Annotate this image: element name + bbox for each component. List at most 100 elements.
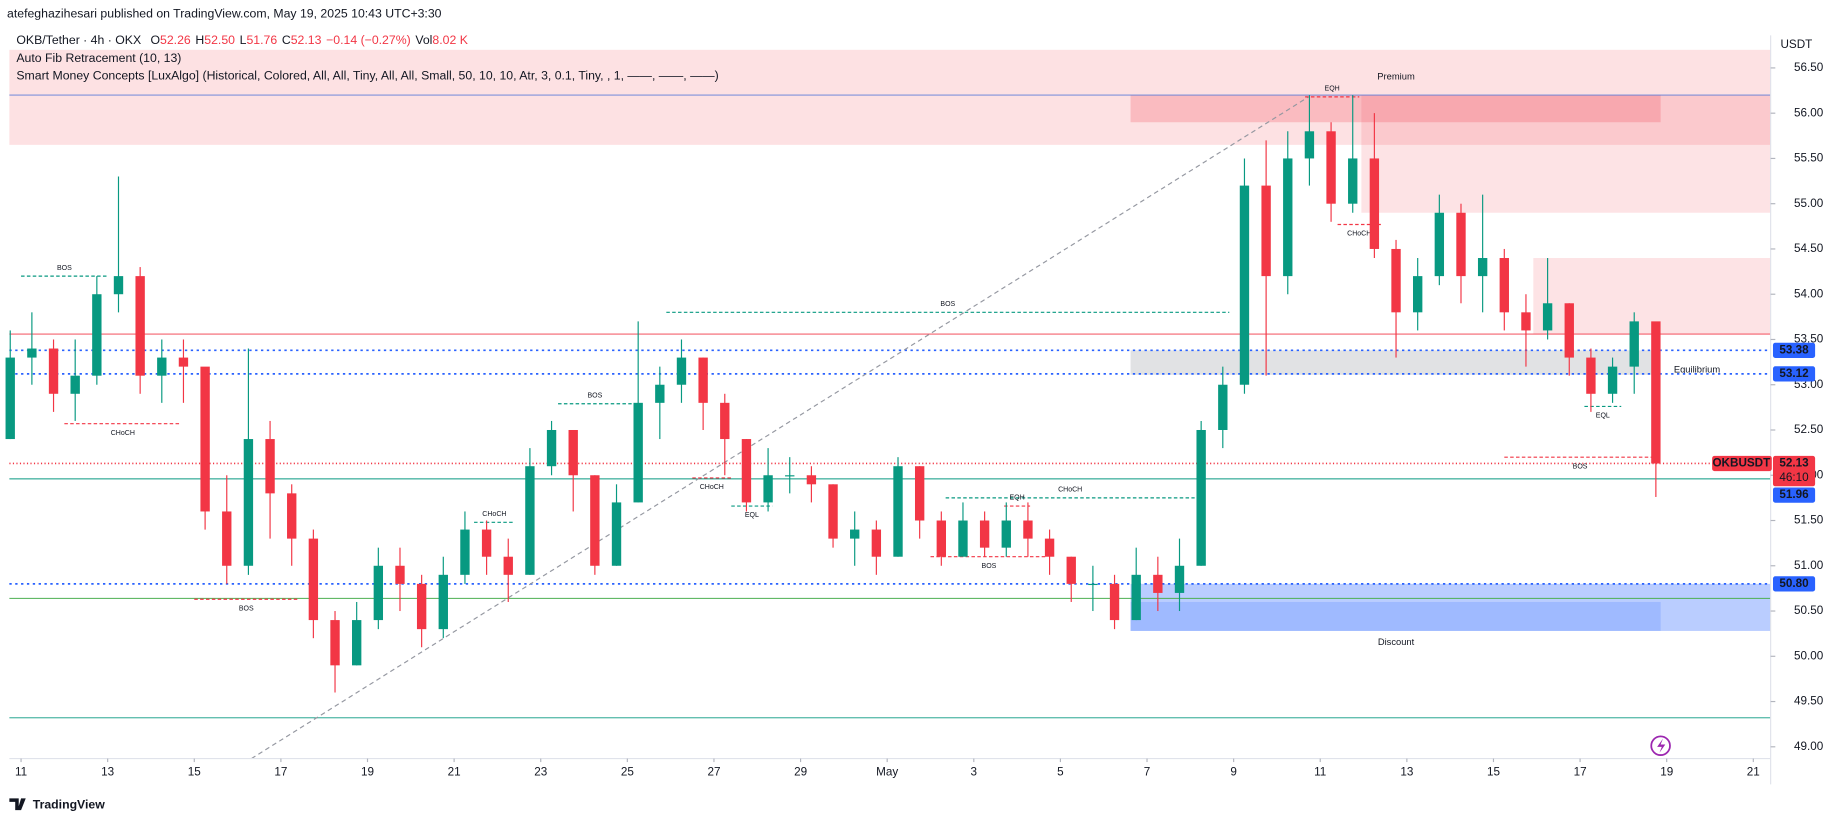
- price-badge-label: 51.96: [1779, 488, 1809, 501]
- candle-body: [330, 620, 340, 666]
- symbol-legend: OKB/Tether · 4h · OKX O52.26 H52.50 L51.76 C…: [16, 33, 468, 47]
- structure-label: BOS: [1573, 463, 1588, 470]
- candle-body: [308, 538, 319, 621]
- price-badge-label: 52.13: [1779, 457, 1809, 470]
- symbol: OKB/Tether · 4h · OKX: [16, 33, 141, 47]
- x-tick-label: 27: [707, 766, 720, 779]
- candle-body: [113, 276, 124, 295]
- candle-body: [48, 348, 59, 394]
- y-tick-label: 55.50: [1794, 152, 1824, 165]
- candle-body: [850, 529, 860, 539]
- candle-body: [763, 475, 773, 503]
- x-tick-label: May: [876, 766, 898, 779]
- structure-label: EQH: [1325, 86, 1340, 93]
- candle-body: [720, 402, 730, 440]
- x-tick-label: 3: [971, 766, 978, 779]
- candle-body: [741, 439, 752, 503]
- volume: 8.02 K: [432, 33, 468, 47]
- structure-label: CHoCH: [482, 511, 506, 518]
- tradingview-logo: TradingView: [9, 798, 105, 812]
- candle-body: [373, 565, 384, 621]
- y-tick-label: 56.00: [1794, 106, 1824, 119]
- candle-body: [70, 375, 80, 394]
- candle-body: [958, 520, 968, 557]
- price-badge-label: 50.80: [1779, 577, 1809, 590]
- structure-label: CHoCH: [1347, 231, 1371, 238]
- candle-body: [287, 493, 297, 539]
- ohlc-label: L: [240, 33, 247, 47]
- x-tick-label: 7: [1144, 766, 1151, 779]
- volume-label: Vol: [415, 33, 432, 47]
- candle-body: [1586, 357, 1596, 394]
- countdown: 46:10: [1779, 471, 1809, 484]
- candle-body: [481, 529, 492, 557]
- candle-body: [1348, 158, 1358, 204]
- candle-body: [914, 466, 925, 521]
- candle-body: [1066, 556, 1076, 584]
- zone: [9, 49, 1771, 145]
- candle-body: [265, 439, 275, 494]
- candle-body: [178, 357, 189, 367]
- candle-body: [546, 429, 557, 467]
- ohlc-label: O: [150, 33, 160, 47]
- y-tick-label: 51.00: [1794, 559, 1824, 572]
- zone: [1361, 95, 1771, 213]
- candle-body: [1283, 158, 1293, 277]
- price-badge: [1772, 366, 1816, 382]
- candle-body: [1413, 276, 1423, 313]
- footer-brand[interactable]: TradingView: [33, 798, 105, 812]
- candle-body: [1542, 303, 1553, 331]
- y-tick-label: 55.00: [1794, 197, 1824, 210]
- structure-label: EQL: [1596, 413, 1610, 420]
- structure-label: EQL: [745, 512, 759, 519]
- candle-body: [1564, 303, 1574, 358]
- candle-body: [676, 357, 687, 385]
- alert-bolt[interactable]: [1657, 738, 1666, 753]
- candle-body: [243, 439, 254, 566]
- candle-body: [1088, 583, 1098, 586]
- x-tick-label: 9: [1230, 766, 1237, 779]
- alert-icon[interactable]: [1650, 735, 1671, 756]
- ohlc-value: 52.26: [160, 33, 191, 47]
- x-tick-label: 15: [188, 766, 202, 779]
- candle-body: [1023, 520, 1033, 539]
- ohlc-value: 52.50: [204, 33, 235, 47]
- change: −0.14 (−0.27%): [326, 33, 411, 47]
- candle-body: [1499, 258, 1509, 313]
- candle-body: [1261, 185, 1271, 277]
- x-tick-label: 17: [1574, 766, 1587, 779]
- candle-body: [1044, 538, 1055, 557]
- candle-body: [1369, 158, 1380, 249]
- candle-body: [590, 475, 600, 566]
- candle-body: [525, 466, 535, 575]
- structure-label: CHoCH: [700, 484, 724, 491]
- structure-label: CHoCH: [111, 430, 135, 437]
- zone-label: Equilibrium: [1674, 365, 1720, 375]
- candle-body: [1304, 131, 1315, 159]
- candle-body: [395, 565, 405, 584]
- candle-body: [92, 294, 102, 376]
- y-tick-label: 54.00: [1794, 287, 1824, 300]
- candle-body: [1629, 321, 1639, 367]
- currency: USDT: [1780, 38, 1812, 51]
- logo-icon: [9, 798, 26, 811]
- candle-body: [157, 357, 167, 376]
- alert-circle[interactable]: [1650, 735, 1671, 756]
- structure-label: EQH: [1010, 495, 1025, 502]
- price-badge-label: 53.12: [1779, 367, 1809, 380]
- price-badge: [1772, 455, 1816, 487]
- candle-body: [1434, 212, 1445, 277]
- y-tick-label: 52.50: [1794, 423, 1824, 436]
- candle-body: [416, 583, 427, 630]
- candle-body: [1131, 574, 1141, 621]
- symbol-badge: [1712, 455, 1772, 472]
- plot-area: Premium Equilibrium Discount BOS CHoCH BOS CHo…: [5, 49, 1771, 760]
- candle-body: [503, 556, 513, 575]
- candle-body: [200, 366, 210, 512]
- structure-label: CHoCH: [1058, 487, 1082, 494]
- y-tick-label: 49.00: [1794, 740, 1824, 753]
- candle-body: [222, 511, 232, 566]
- y-tick-label: 49.50: [1794, 695, 1824, 708]
- candle-body: [785, 475, 795, 477]
